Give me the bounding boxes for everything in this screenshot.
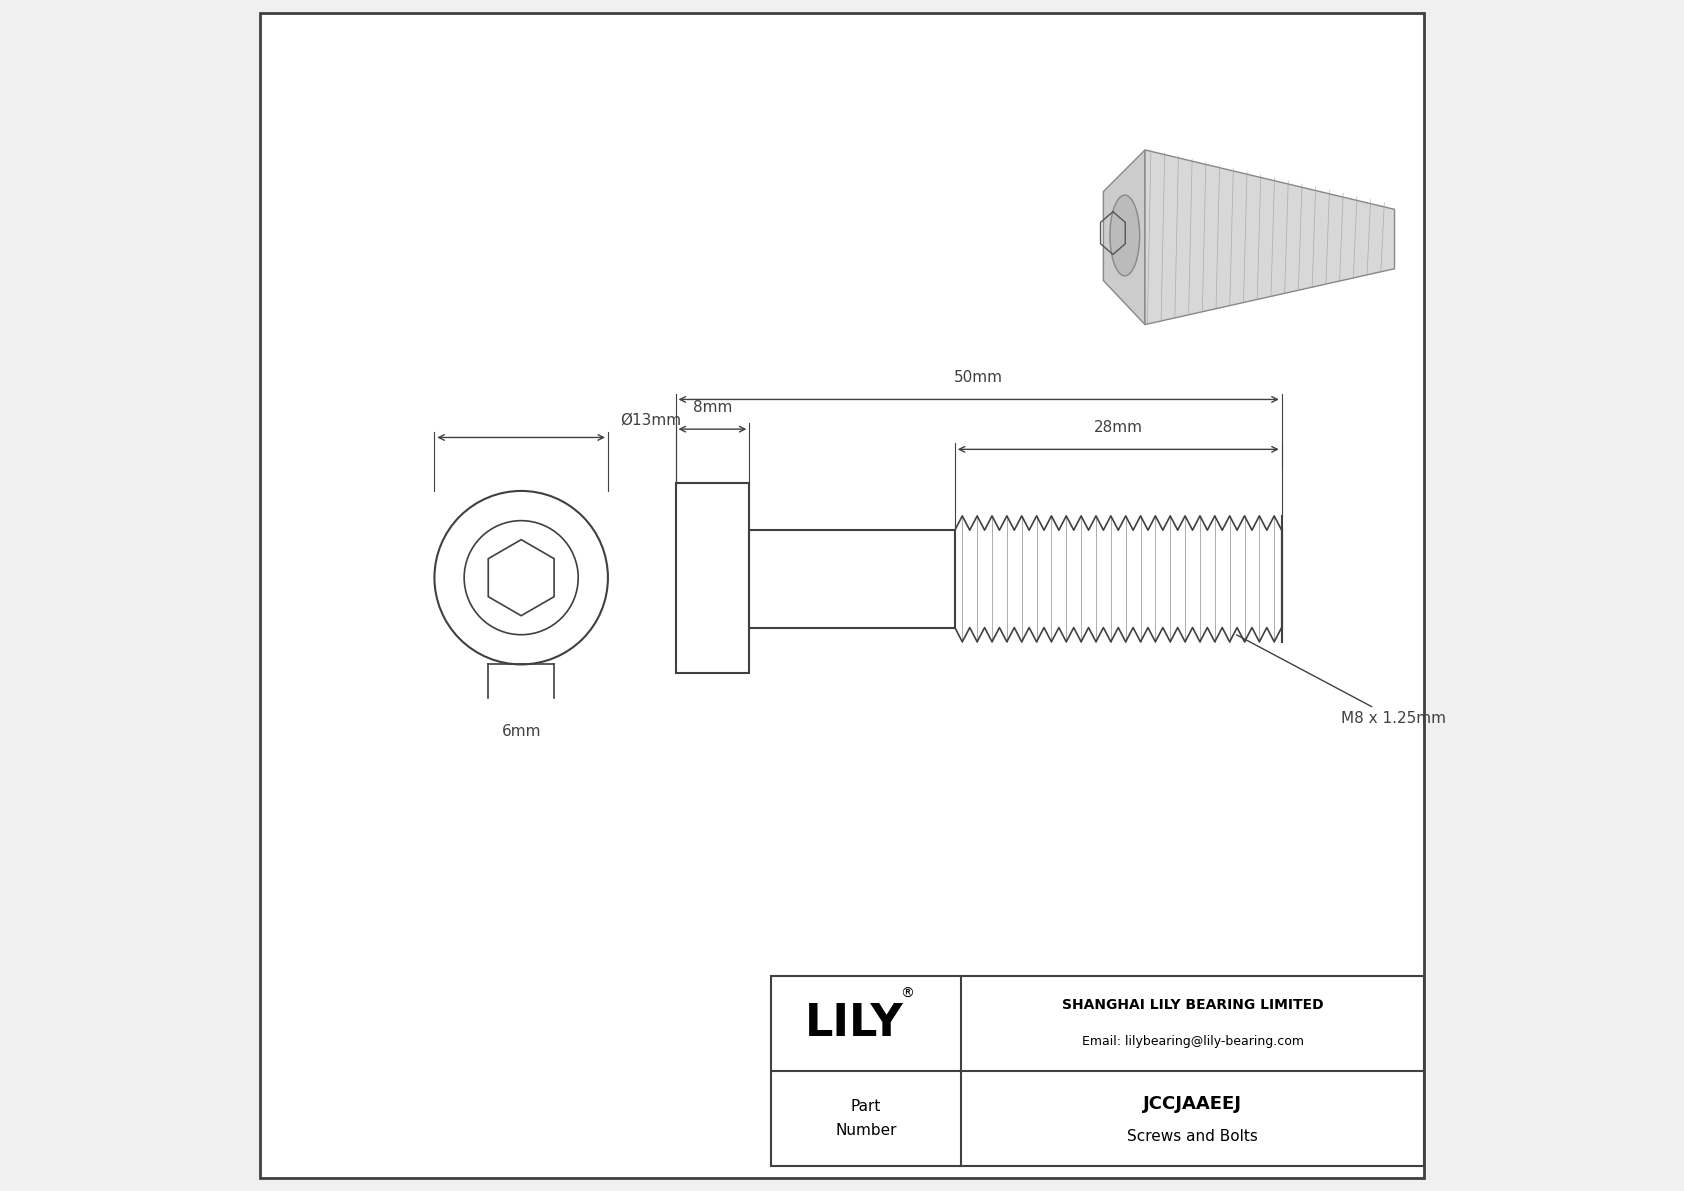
- Text: Ø13mm: Ø13mm: [620, 413, 680, 428]
- Text: 8mm: 8mm: [692, 400, 733, 414]
- Text: ®: ®: [901, 986, 914, 1000]
- Text: Part
Number: Part Number: [835, 1098, 896, 1139]
- Bar: [675, 482, 749, 673]
- Text: SHANGHAI LILY BEARING LIMITED: SHANGHAI LILY BEARING LIMITED: [1061, 998, 1324, 1012]
- Text: 28mm: 28mm: [1095, 420, 1143, 435]
- Text: 50mm: 50mm: [955, 370, 1004, 385]
- Bar: [771, 975, 1425, 1166]
- Bar: [749, 530, 955, 628]
- Text: Screws and Bolts: Screws and Bolts: [1127, 1129, 1258, 1143]
- Text: JCCJAAEEJ: JCCJAAEEJ: [1143, 1095, 1243, 1114]
- Polygon shape: [1145, 150, 1394, 325]
- Text: 6mm: 6mm: [502, 724, 541, 738]
- Polygon shape: [1103, 150, 1145, 325]
- Text: LILY: LILY: [805, 1002, 903, 1045]
- Text: M8 x 1.25mm: M8 x 1.25mm: [1236, 635, 1447, 725]
- Text: Email: lilybearing@lily-bearing.com: Email: lilybearing@lily-bearing.com: [1081, 1035, 1303, 1048]
- Ellipse shape: [1110, 195, 1140, 276]
